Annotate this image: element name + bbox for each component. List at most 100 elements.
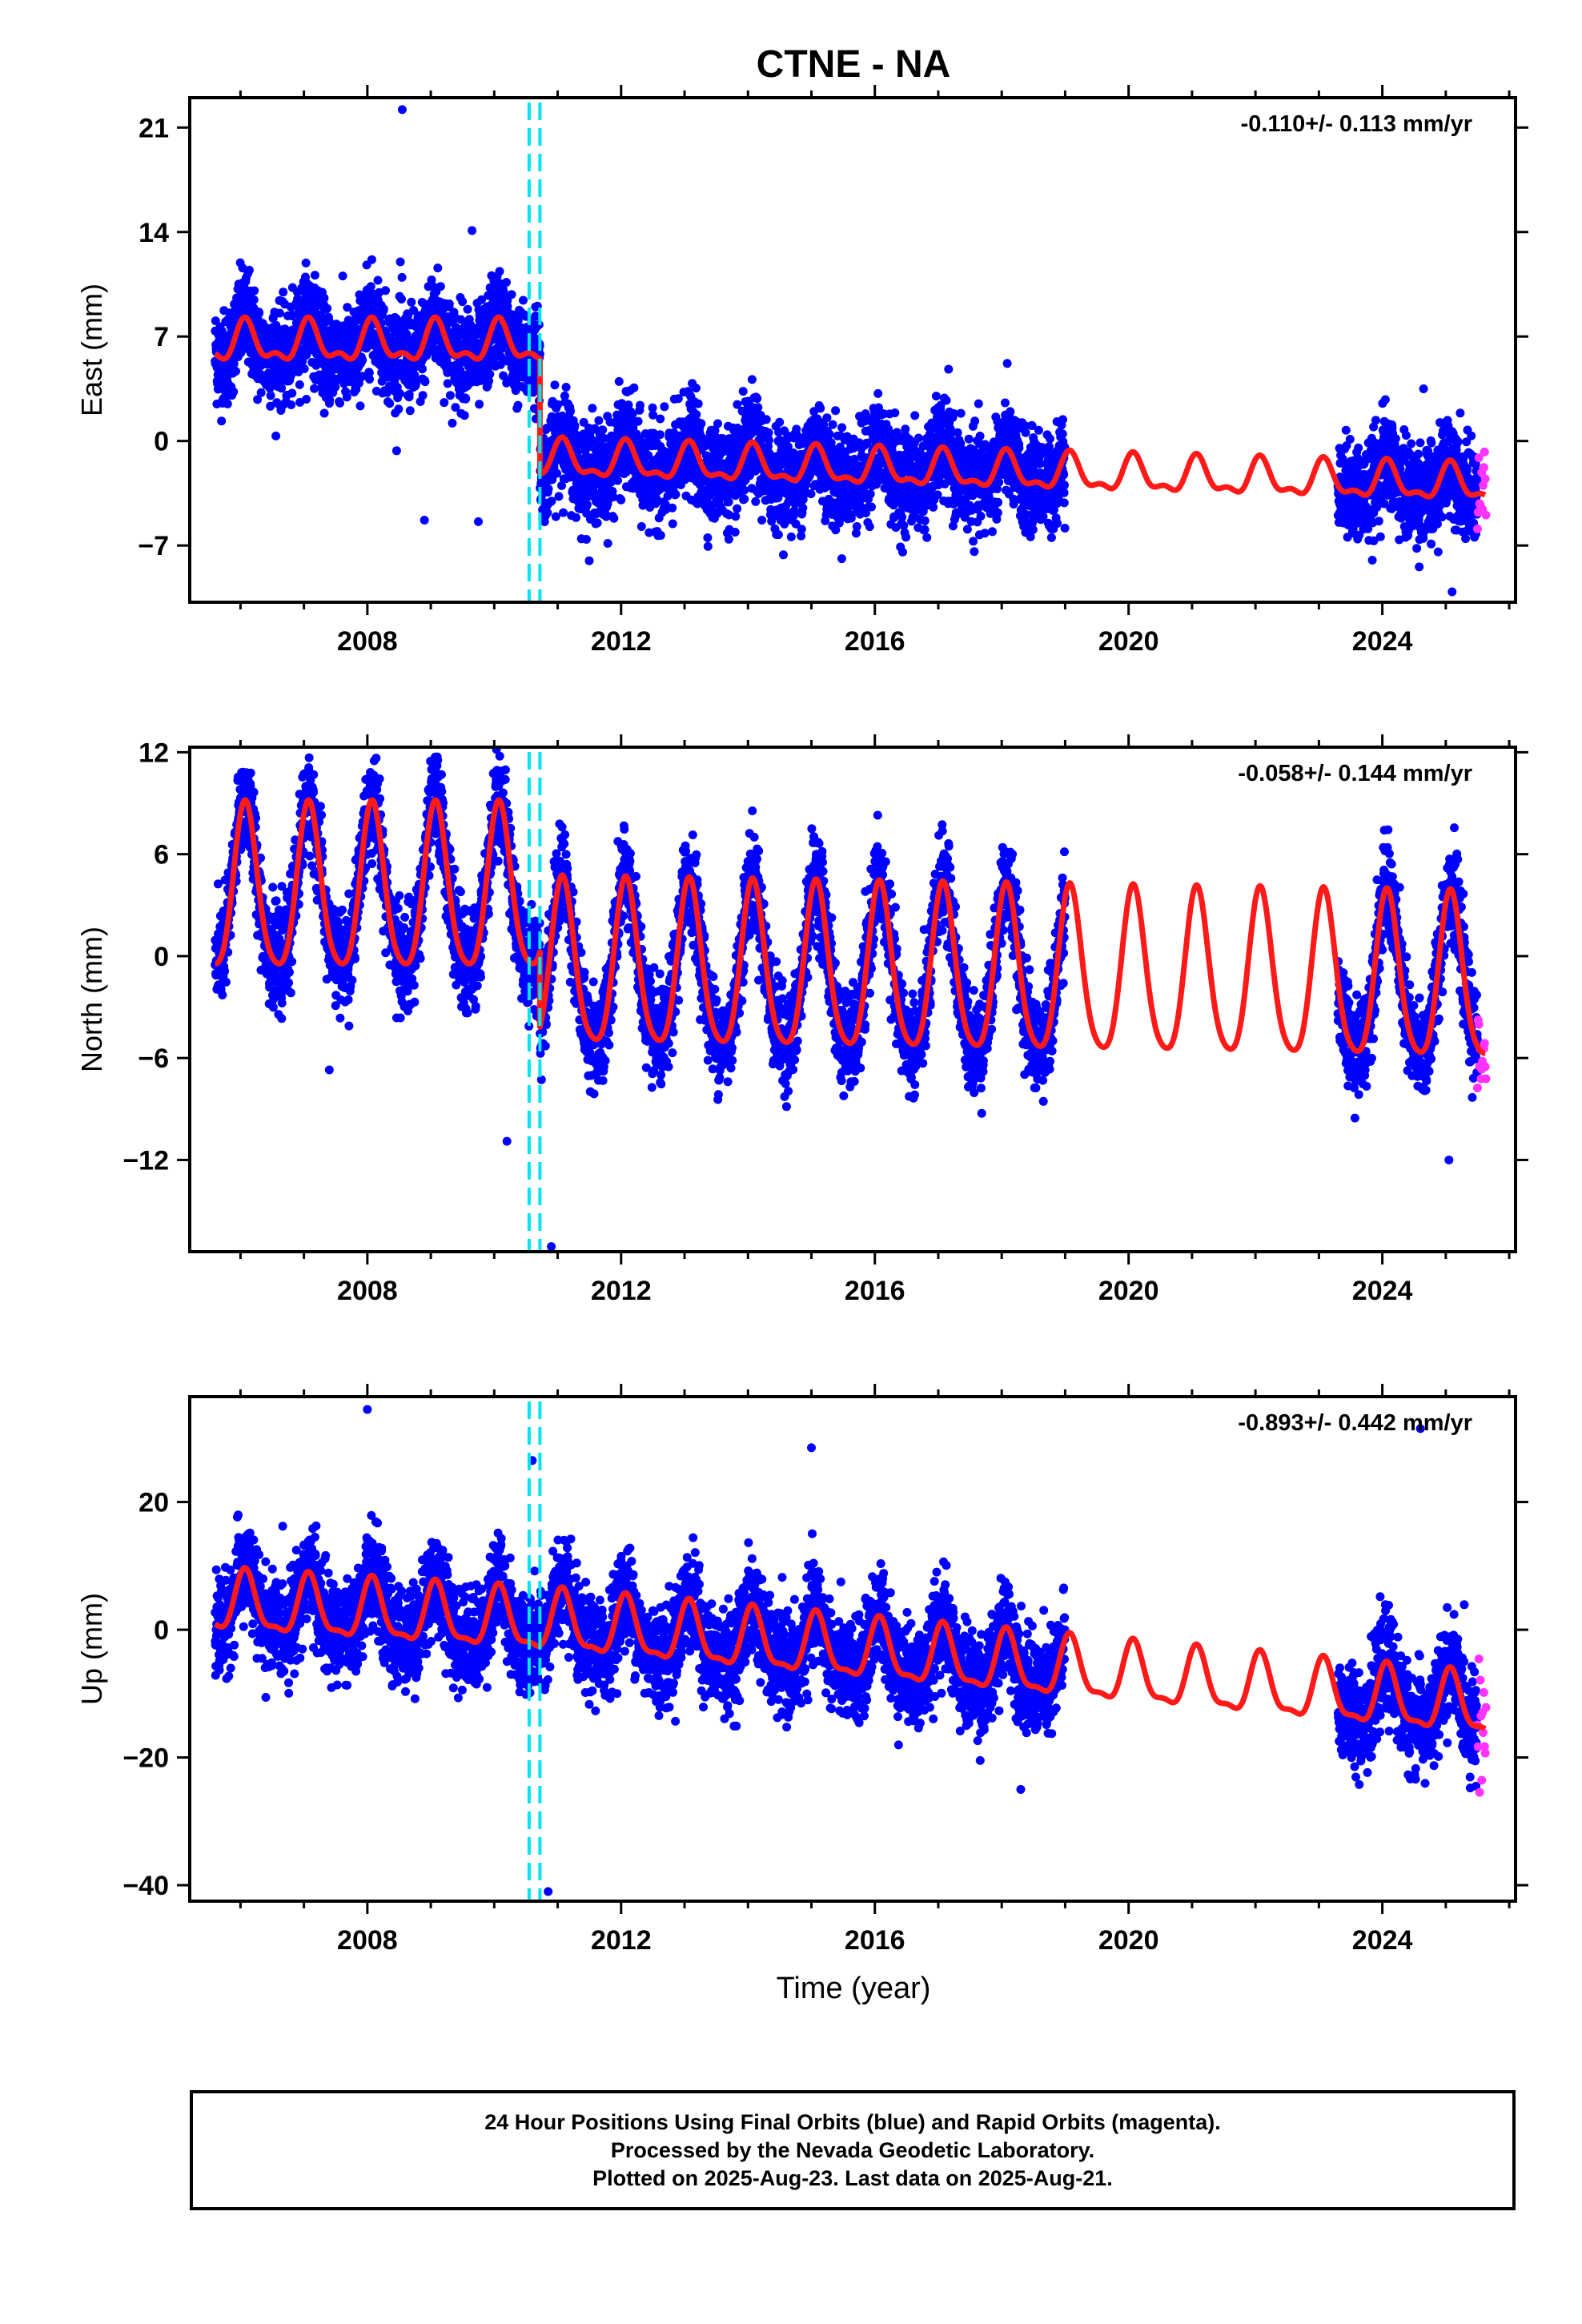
east-final-point — [956, 439, 966, 448]
east-final-point — [397, 272, 407, 282]
east-final-point — [238, 263, 247, 273]
east-final-point — [944, 364, 954, 374]
east-final-point — [440, 398, 449, 408]
east-final-point — [753, 403, 763, 412]
east-final-point — [279, 287, 288, 297]
east-final-point — [301, 258, 311, 267]
east-final-point — [507, 290, 516, 300]
east-final-point — [1060, 480, 1069, 490]
east-final-point — [451, 403, 460, 412]
east-final-point — [865, 489, 875, 499]
east-final-point — [656, 531, 665, 540]
east-final-point — [229, 387, 239, 396]
east-final-point — [837, 423, 847, 432]
east-final-point — [786, 532, 796, 541]
east-final-point — [310, 271, 319, 280]
east-final-point — [364, 368, 374, 377]
east-final-point — [1001, 398, 1010, 408]
east-final-point — [988, 527, 997, 537]
east-final-point — [433, 263, 443, 273]
east-final-point — [713, 419, 722, 428]
east-final-point — [477, 295, 486, 304]
east-final-point — [544, 485, 553, 493]
east-final-point — [256, 388, 266, 397]
east-final-point — [253, 395, 263, 404]
east-final-point — [357, 372, 367, 381]
east-final-point — [738, 387, 748, 396]
east-final-point — [266, 401, 275, 411]
east-final-point — [211, 316, 220, 326]
east-final-point — [271, 431, 281, 440]
east-final-point — [559, 508, 568, 517]
east-final-point — [584, 556, 594, 565]
east-final-point — [942, 396, 951, 405]
east-final-point — [724, 534, 733, 544]
east-final-point — [1058, 415, 1067, 424]
east-final-point — [773, 530, 783, 540]
east-final-point — [503, 302, 512, 312]
east-final-point — [484, 376, 494, 386]
east-final-point — [331, 382, 340, 392]
east-final-point — [266, 391, 275, 400]
east-final-point — [391, 446, 401, 456]
east-final-point — [443, 379, 452, 388]
east-plot-area — [211, 105, 1491, 597]
east-final-point — [697, 419, 706, 428]
east-final-point — [373, 275, 383, 285]
east-final-point — [418, 364, 427, 374]
east-final-point — [460, 411, 469, 420]
east-final-point — [379, 304, 388, 314]
east-final-point — [660, 402, 669, 412]
east-final-point — [550, 380, 560, 390]
east-final-point — [223, 399, 232, 408]
east-final-point — [693, 399, 703, 408]
east-final-point — [613, 476, 622, 485]
east-final-point — [614, 376, 624, 386]
east-final-point — [561, 383, 571, 392]
east-final-point — [668, 503, 677, 513]
east-final-point — [724, 497, 733, 507]
east-final-point — [964, 434, 974, 444]
east-final-point — [456, 315, 466, 324]
east-final-point — [616, 495, 626, 505]
east-final-point — [592, 518, 602, 528]
east-final-point — [898, 547, 907, 557]
east-final-point — [956, 408, 966, 418]
east-final-point — [319, 408, 329, 418]
east-final-point — [338, 271, 347, 281]
east-final-point — [798, 503, 808, 513]
east-final-point — [381, 326, 391, 336]
east-final-point — [1059, 488, 1069, 497]
east-final-point — [513, 316, 523, 325]
east-final-point — [922, 533, 932, 542]
east-final-point — [970, 416, 980, 426]
east-final-point — [761, 415, 771, 424]
east-final-point — [405, 406, 415, 416]
east-final-point — [668, 519, 677, 529]
east-final-point — [425, 346, 435, 356]
east-final-point — [822, 413, 832, 423]
east-final-point — [229, 359, 239, 368]
east-final-point — [335, 398, 344, 408]
east-final-point — [436, 282, 445, 292]
east-final-point — [901, 533, 911, 542]
east-final-point — [1014, 444, 1024, 452]
figure-title: CTNE - NA — [757, 43, 951, 86]
east-final-point — [394, 404, 404, 414]
east-final-point — [342, 392, 351, 402]
east-final-point — [828, 420, 837, 429]
east-final-point — [703, 541, 713, 551]
east-final-point — [1028, 525, 1038, 534]
east-final-point — [629, 383, 639, 392]
east-final-point — [448, 418, 457, 428]
east-final-point — [1021, 428, 1030, 437]
east-final-point — [929, 502, 938, 512]
east-final-point — [609, 513, 619, 523]
east-final-point — [287, 310, 297, 320]
east-final-point — [740, 485, 749, 495]
east-final-point — [1046, 533, 1056, 542]
east-final-point — [994, 497, 1003, 507]
east-final-point — [598, 425, 608, 435]
